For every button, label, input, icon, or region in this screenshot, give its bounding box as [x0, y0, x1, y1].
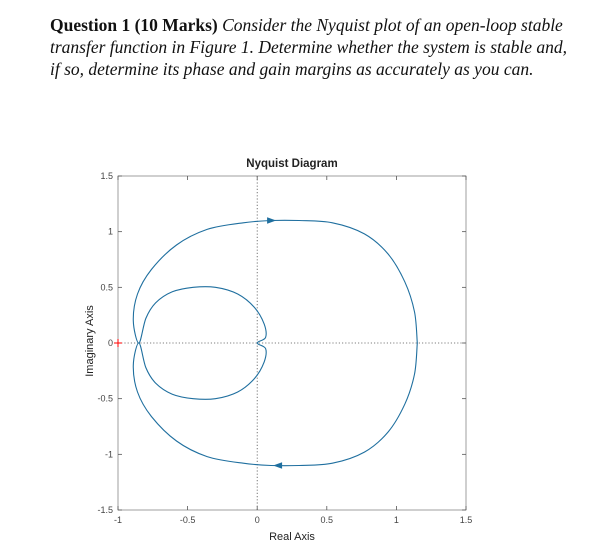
y-tick-label: -1.5: [97, 505, 113, 515]
nyquist-curve: [132, 219, 418, 467]
y-axis-label: Imaginary Axis: [84, 305, 96, 377]
chart-title: Nyquist Diagram: [246, 158, 337, 170]
question-body: Consider the Nyquist plot of an open-loo…: [50, 15, 567, 79]
plot-layer: -1 -0.5 0 0.5 1 1.51.510.50-0.5-1-1.5: [97, 171, 472, 525]
y-tick-label: 0: [108, 338, 113, 348]
x-tick-label: 0.5: [321, 515, 334, 525]
x-tick-label: 1.5: [460, 515, 473, 525]
y-tick-label: -1: [105, 449, 113, 459]
x-axis-label: Real Axis: [269, 531, 315, 543]
y-tick-label: 1: [108, 227, 113, 237]
x-tick-label: 1: [394, 515, 399, 525]
y-tick-label: 1.5: [100, 171, 113, 181]
x-tick-label: -0.5: [180, 515, 196, 525]
question-heading: Question 1 (10 Marks): [50, 15, 218, 35]
question-text: Question 1 (10 Marks) Consider the Nyqui…: [50, 14, 580, 80]
x-tick-label: 0: [255, 515, 260, 525]
x-tick-label: -1: [114, 515, 122, 525]
direction-arrow: [267, 217, 277, 224]
direction-arrow: [273, 462, 283, 469]
y-tick-label: 0.5: [100, 282, 113, 292]
y-tick-label: -0.5: [97, 394, 113, 404]
